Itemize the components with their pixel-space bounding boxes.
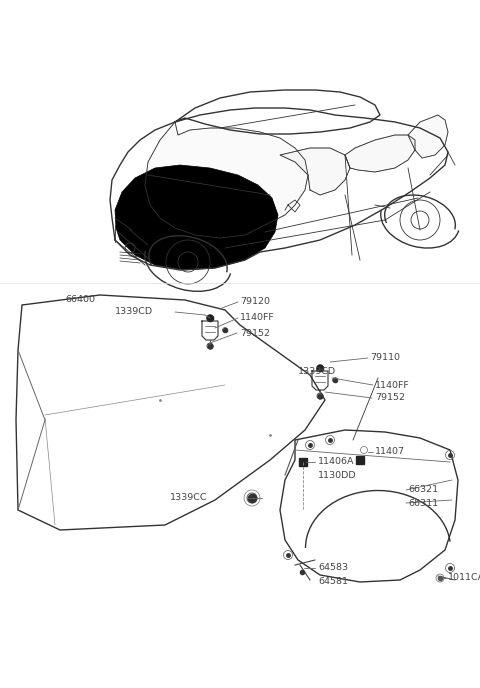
FancyBboxPatch shape: [356, 456, 364, 464]
Text: 1011CA: 1011CA: [448, 574, 480, 583]
Circle shape: [207, 315, 213, 321]
Text: 79152: 79152: [240, 328, 270, 338]
Text: 64583: 64583: [318, 563, 348, 572]
Text: 66311: 66311: [408, 499, 438, 508]
Text: 1140FF: 1140FF: [240, 314, 275, 323]
Polygon shape: [280, 148, 350, 195]
Text: 66400: 66400: [65, 294, 95, 303]
Polygon shape: [145, 122, 308, 238]
Text: 64581: 64581: [318, 577, 348, 585]
Circle shape: [317, 365, 323, 371]
Text: 66321: 66321: [408, 486, 438, 495]
Polygon shape: [408, 115, 448, 158]
Text: 11407: 11407: [375, 447, 405, 457]
Polygon shape: [345, 135, 415, 172]
Text: 1339CD: 1339CD: [115, 308, 153, 316]
FancyBboxPatch shape: [299, 458, 307, 466]
Text: 1130DD: 1130DD: [318, 471, 357, 480]
Text: 1140FF: 1140FF: [375, 380, 410, 389]
Text: 11406A: 11406A: [318, 458, 355, 466]
Text: 1339CC: 1339CC: [170, 493, 207, 502]
Text: 1339CD: 1339CD: [298, 367, 336, 376]
Text: 79152: 79152: [375, 394, 405, 402]
Text: 79120: 79120: [240, 297, 270, 306]
Text: 79110: 79110: [370, 354, 400, 363]
Polygon shape: [115, 165, 278, 270]
